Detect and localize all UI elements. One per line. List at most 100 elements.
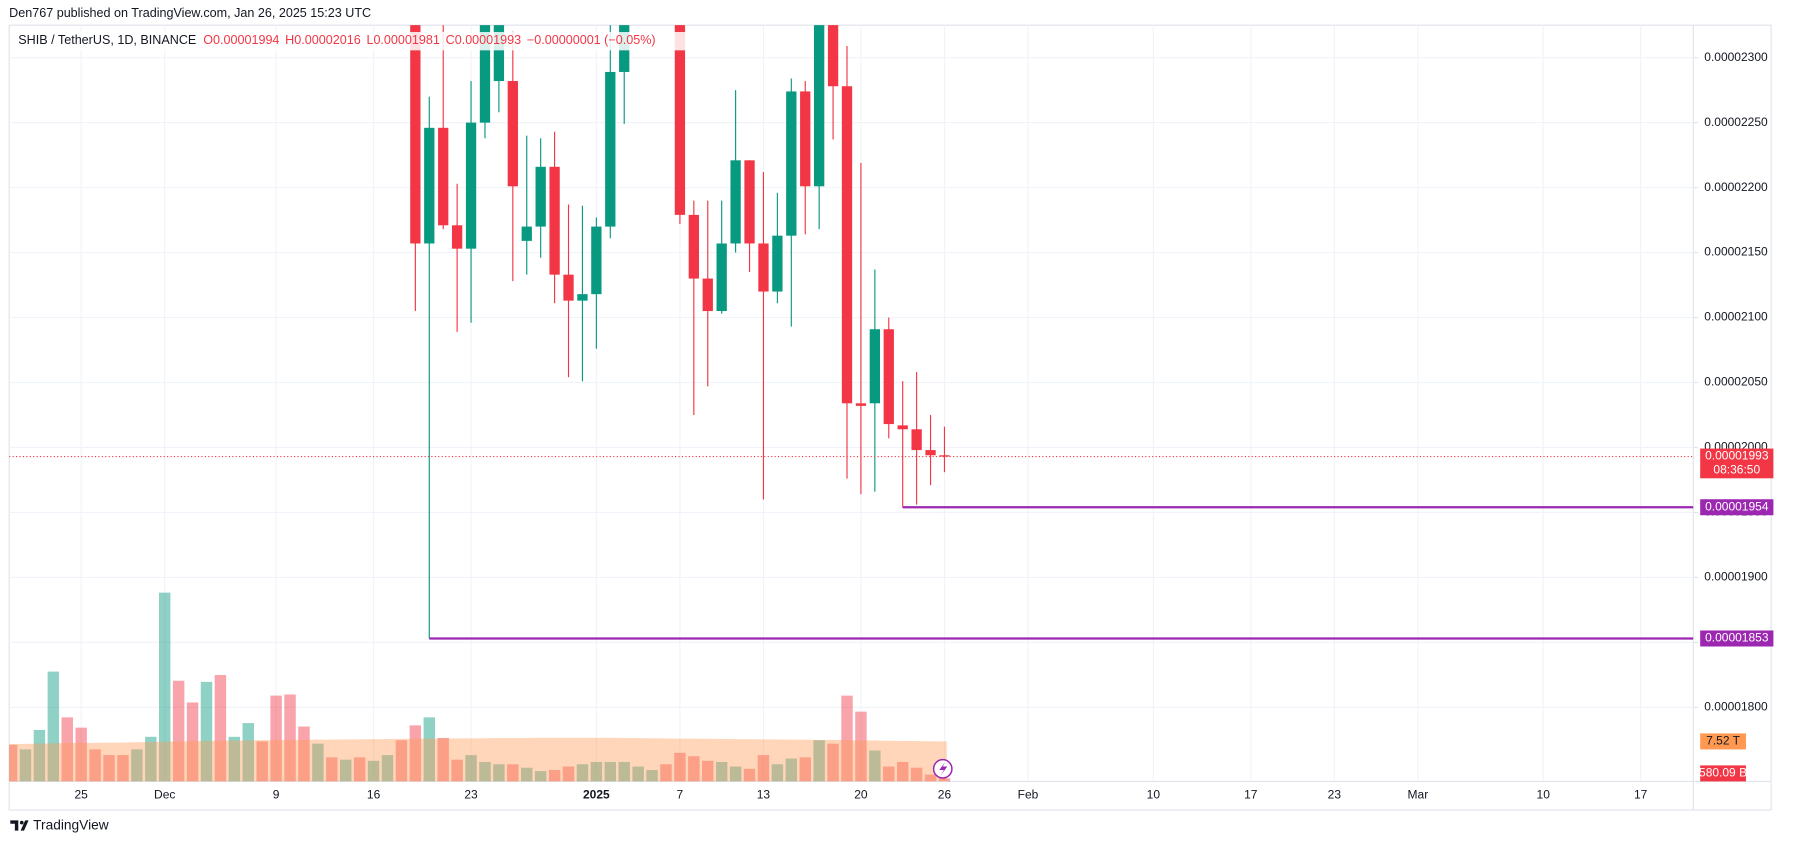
volume-bar	[479, 761, 491, 782]
plot	[9, 25, 1694, 782]
candle-body	[493, 25, 505, 82]
x-tick-label: 17	[1244, 787, 1258, 801]
candle-body	[577, 294, 588, 301]
candle-body	[451, 225, 463, 249]
x-tick-label: 17	[1634, 787, 1648, 801]
volume-bar	[214, 675, 227, 782]
volume-bar	[89, 749, 101, 782]
candle-body	[800, 91, 811, 187]
volume-bar	[771, 764, 784, 782]
volume-bar	[423, 717, 435, 782]
legend: SHIB / TetherUS, 1D, BINANCE O0.00001994 H…	[18, 34, 655, 48]
candle-body	[465, 122, 477, 249]
candle-body	[841, 86, 853, 404]
y-tick-label: 0.00002200	[1704, 180, 1768, 194]
volume-bar	[284, 694, 296, 782]
candle-body	[772, 235, 783, 292]
volume-bar	[660, 764, 672, 782]
x-tick-label: 25	[74, 787, 88, 801]
x-tick-label: Feb	[1018, 787, 1039, 801]
legend-bg	[13, 32, 689, 51]
candle-body	[883, 329, 894, 425]
x-tick-label: 16	[367, 787, 381, 801]
volume-bar	[61, 717, 73, 782]
volume-bar	[799, 757, 811, 782]
level-label: 0.00001853	[1705, 631, 1769, 645]
volume-bar	[131, 749, 143, 782]
candle-body	[925, 450, 936, 456]
x-tick-label: 7	[677, 787, 684, 801]
level-label: 0.00001954	[1705, 499, 1769, 513]
candle-body	[744, 160, 755, 244]
candle-body	[410, 25, 421, 244]
y-tick-label: 0.00002300	[1704, 50, 1768, 64]
volume-bar	[409, 725, 422, 782]
volume-label-box	[1700, 765, 1746, 782]
candle-body	[549, 166, 560, 275]
candle-body	[786, 91, 797, 236]
candle-body	[827, 25, 839, 87]
candle-body	[591, 226, 602, 295]
level-label-box	[1700, 630, 1774, 647]
volume-bar	[534, 771, 547, 782]
x-tick-label: 23	[1328, 787, 1342, 801]
volume-bar	[256, 741, 268, 782]
candle-body	[869, 329, 880, 404]
logo-dot	[19, 820, 24, 825]
volume-bar	[493, 764, 505, 782]
volume-bar	[604, 761, 617, 782]
volume-bar	[200, 681, 213, 782]
volume-bar	[270, 695, 282, 782]
x-tick-label: Mar	[1408, 787, 1429, 801]
candle-body	[730, 160, 741, 244]
volume-bar	[242, 723, 254, 782]
volume-bar	[924, 774, 937, 782]
logo-text: TradingView	[33, 818, 109, 833]
volume-bar	[590, 761, 603, 782]
candle-body	[535, 166, 546, 227]
candle-body	[521, 226, 532, 241]
y-tick-label: 0.00002150	[1704, 245, 1768, 259]
x-tick-label: 20	[854, 787, 868, 801]
volume-bar	[172, 680, 185, 782]
y-tick-label: 0.00002050	[1704, 375, 1768, 389]
volume-bar	[883, 766, 895, 782]
tradingview-logo[interactable]: TradingView	[10, 818, 109, 833]
x-tick-label: 23	[464, 787, 478, 801]
candle-body	[911, 429, 922, 451]
volume-bar	[757, 755, 770, 782]
level-label-box	[1700, 499, 1774, 516]
x-tick-label: Dec	[154, 787, 175, 801]
countdown: 08:36:50	[1713, 462, 1760, 476]
lightning-glyph	[939, 761, 948, 776]
volume-bar	[159, 592, 171, 782]
x-tick-label: 13	[757, 787, 771, 801]
volume-bar	[326, 757, 338, 782]
volume-bar	[437, 737, 449, 782]
volume-bar	[465, 755, 477, 782]
candle-body	[563, 274, 574, 301]
volume-bar	[910, 767, 923, 782]
volume-bar	[47, 671, 60, 782]
ohlc-low: L0.00001981	[366, 34, 439, 48]
frame	[8, 24, 1772, 811]
volume-bar	[562, 766, 575, 782]
x-tick-label: 9	[273, 787, 280, 801]
volume-bar	[228, 736, 241, 782]
volume-bar	[521, 767, 533, 782]
last-price-box	[1700, 448, 1774, 479]
volume-bar	[938, 778, 951, 782]
volume-bar	[869, 750, 881, 782]
volume-bar	[353, 757, 366, 782]
candle-body	[897, 425, 908, 430]
candle-body	[702, 278, 713, 312]
volume-bar	[548, 769, 561, 782]
candle-body	[814, 25, 825, 187]
x-tick-label: 10	[1537, 787, 1551, 801]
y-tick-label: 0.00002100	[1704, 310, 1768, 324]
candle-body	[674, 25, 686, 215]
candle-body	[758, 243, 769, 292]
volume-bar	[9, 744, 18, 782]
